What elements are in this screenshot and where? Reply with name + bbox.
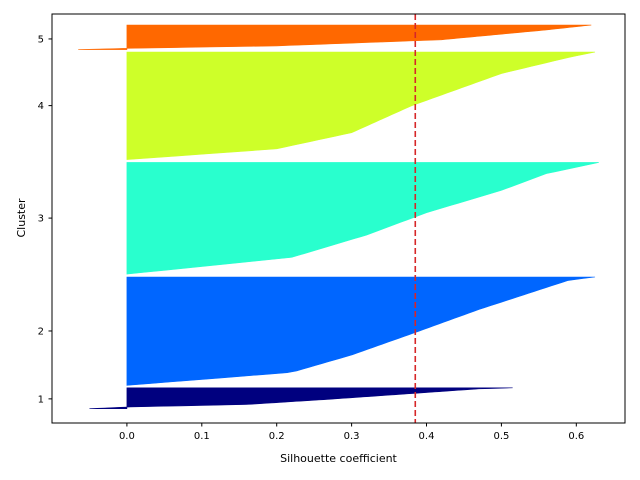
- y-tick-label: 2: [38, 326, 44, 337]
- cluster-5-silhouette: [78, 24, 592, 50]
- x-tick-label: 0.5: [493, 431, 509, 442]
- cluster-1-silhouette: [89, 387, 513, 409]
- y-axis-label: Cluster: [15, 198, 28, 238]
- cluster-2-silhouette: [126, 276, 596, 386]
- y-tick-label: 5: [38, 34, 44, 45]
- x-tick-label: 0.0: [119, 431, 135, 442]
- x-axis-ticks: 0.0 0.1 0.2 0.3 0.4 0.5 0.6: [119, 423, 584, 442]
- x-tick-label: 0.6: [568, 431, 584, 442]
- plot-area: [78, 14, 599, 423]
- x-tick-label: 0.3: [344, 431, 360, 442]
- y-tick-label: 3: [38, 214, 44, 225]
- x-tick-label: 0.4: [419, 431, 435, 442]
- x-axis-label: Silhouette coefficient: [280, 452, 397, 465]
- y-axis-ticks: 1 2 3 4 5: [38, 34, 52, 405]
- cluster-3-silhouette: [126, 162, 599, 275]
- cluster-4-silhouette: [126, 51, 596, 160]
- y-tick-label: 4: [38, 101, 44, 112]
- x-tick-label: 0.1: [194, 431, 210, 442]
- y-tick-label: 1: [38, 394, 44, 405]
- x-tick-label: 0.2: [269, 431, 285, 442]
